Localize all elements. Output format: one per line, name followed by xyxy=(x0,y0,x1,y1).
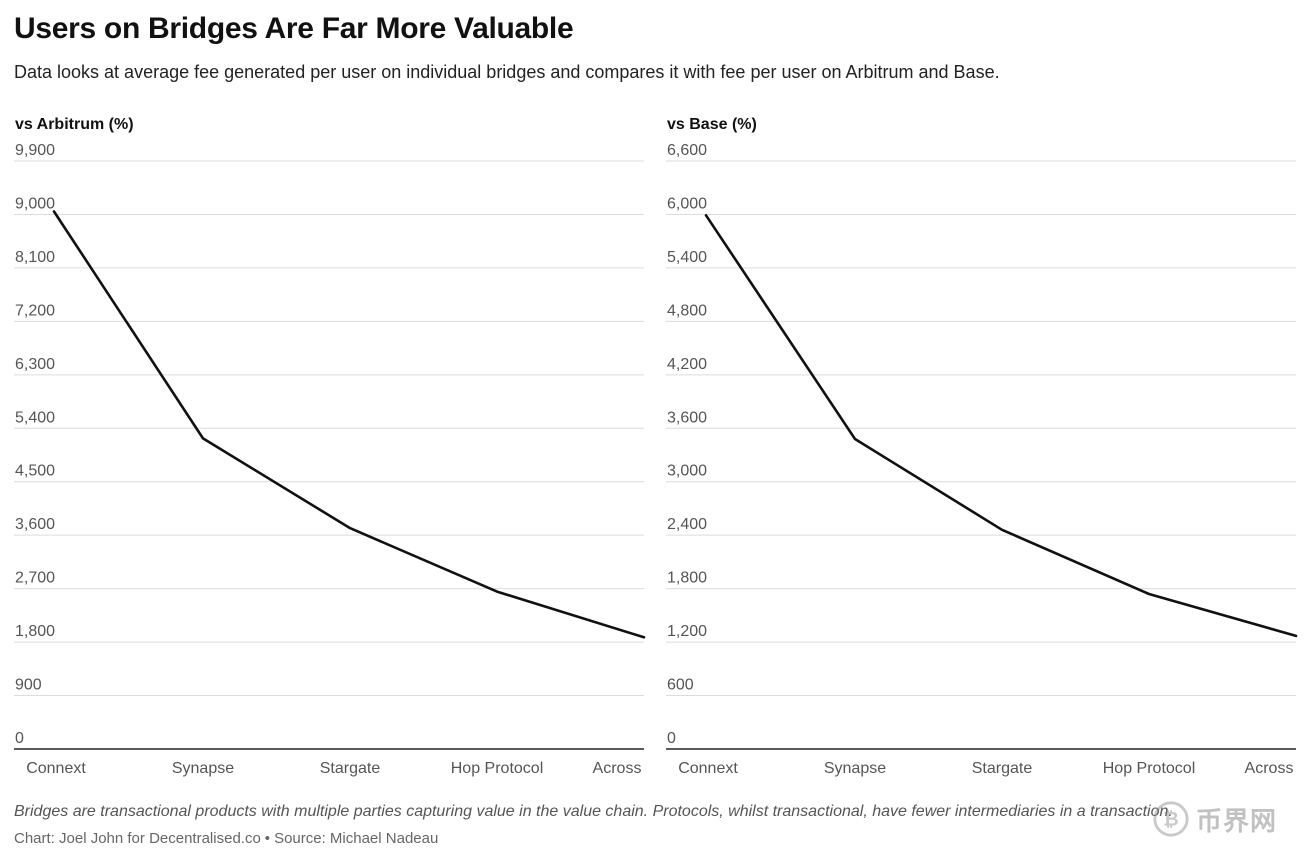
y-tick-label: 600 xyxy=(667,677,694,694)
x-tick-label: Connext xyxy=(26,760,86,777)
y-tick-label: 6,600 xyxy=(667,142,707,159)
y-tick-label: 3,600 xyxy=(667,409,707,426)
y-tick-label: 0 xyxy=(15,730,24,747)
y-tick-label: 7,200 xyxy=(15,302,55,319)
x-tick-label: Across xyxy=(593,760,642,777)
y-tick-label: 6,300 xyxy=(15,356,55,373)
x-tick-label: Hop Protocol xyxy=(1103,760,1196,777)
y-tick-label: 1,800 xyxy=(15,623,55,640)
x-tick-label: Synapse xyxy=(172,760,234,777)
y-tick-label: 6,000 xyxy=(667,195,707,212)
y-tick-label: 4,500 xyxy=(15,463,55,480)
y-tick-label: 4,200 xyxy=(667,356,707,373)
y-tick-label: 5,400 xyxy=(15,409,55,426)
credit-chart: Chart: Joel John for Decentralised.co xyxy=(14,830,261,847)
y-tick-label: 5,400 xyxy=(667,249,707,266)
y-tick-label: 3,000 xyxy=(667,463,707,480)
series-line xyxy=(704,214,1298,638)
x-tick-label: Hop Protocol xyxy=(451,760,544,777)
chart-title: Users on Bridges Are Far More Valuable xyxy=(14,12,574,45)
watermark: ₿ 币界网 xyxy=(1152,800,1277,838)
svg-text:₿: ₿ xyxy=(1163,809,1178,831)
chart-subtitle: Data looks at average fee generated per … xyxy=(14,62,1000,82)
x-tick-label: Stargate xyxy=(972,760,1033,777)
bitcoin-coin-icon: ₿ xyxy=(1153,801,1189,837)
y-tick-label: 9,000 xyxy=(15,195,55,212)
y-tick-label: 900 xyxy=(15,677,42,694)
credit-line: Chart: Joel John for Decentralised.co • So… xyxy=(14,830,438,847)
y-tick-label: 9,900 xyxy=(15,142,55,159)
x-tick-label: Stargate xyxy=(320,760,381,777)
x-tick-label: Connext xyxy=(678,760,738,777)
credit-source: Source: Michael Nadeau xyxy=(274,830,439,847)
y-tick-label: 2,400 xyxy=(667,516,707,533)
watermark-text: 币界网 xyxy=(1196,805,1278,836)
x-tick-label: Synapse xyxy=(824,760,886,777)
series-line xyxy=(52,210,646,639)
y-tick-label: 1,200 xyxy=(667,623,707,640)
footnote: Bridges are transactional products with … xyxy=(14,803,1173,820)
y-tick-label: 2,700 xyxy=(15,570,55,587)
x-tick-label: Across xyxy=(1245,760,1294,777)
y-tick-label: 0 xyxy=(667,730,676,747)
credit-separator: • xyxy=(264,830,271,847)
y-tick-label: 1,800 xyxy=(667,570,707,587)
y-tick-label: 4,800 xyxy=(667,302,707,319)
panel-title: vs Base (%) xyxy=(667,116,757,133)
y-tick-label: 3,600 xyxy=(15,516,55,533)
panel-title: vs Arbitrum (%) xyxy=(15,116,134,133)
y-tick-label: 8,100 xyxy=(15,249,55,266)
